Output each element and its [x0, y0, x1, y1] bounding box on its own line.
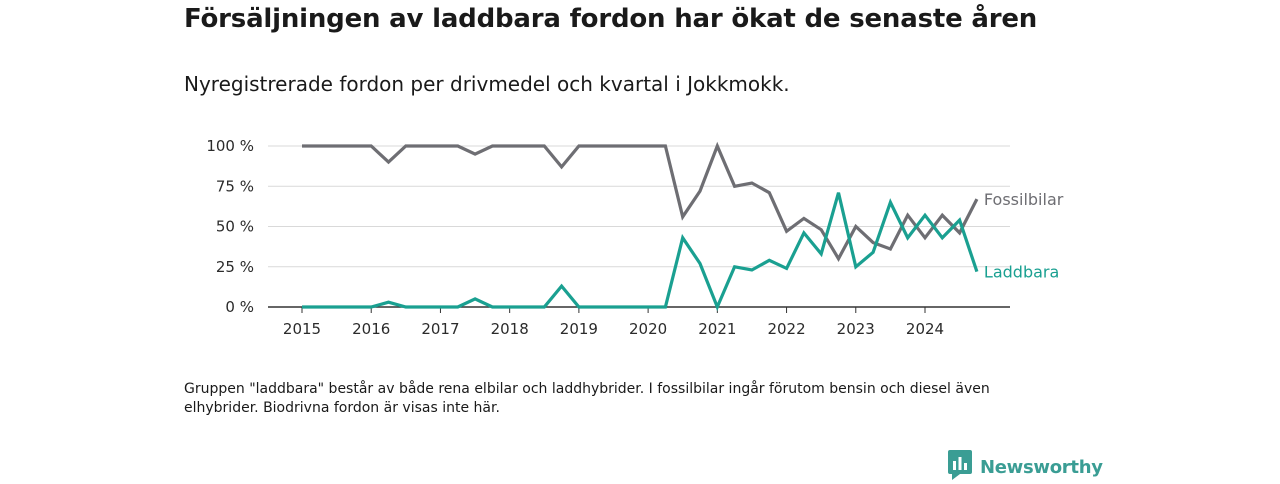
- x-tick-label: 2019: [560, 320, 598, 338]
- y-axis-ticks: 0 % 25 % 50 % 75 % 100 %: [206, 137, 254, 316]
- x-tick-label: 2015: [283, 320, 321, 338]
- y-tick-label: 25 %: [216, 258, 254, 276]
- y-tick-label: 50 %: [216, 218, 254, 236]
- y-tick-label: 75 %: [216, 177, 254, 195]
- grid-lines: [268, 146, 1010, 267]
- newsworthy-logo[interactable]: Newsworthy: [948, 450, 1103, 484]
- x-tick-label: 2018: [491, 320, 529, 338]
- x-tick-label: 2021: [698, 320, 736, 338]
- x-tick-label: 2016: [352, 320, 390, 338]
- newsworthy-icon: [948, 450, 972, 484]
- series-label-fossilbilar: Fossilbilar: [984, 190, 1064, 209]
- series-labels: Fossilbilar Laddbara: [984, 190, 1064, 281]
- x-tick-label: 2022: [767, 320, 805, 338]
- x-tick-label: 2024: [906, 320, 944, 338]
- x-tick-label: 2020: [629, 320, 667, 338]
- series-line-laddbara: [302, 193, 977, 307]
- x-tick-label: 2017: [421, 320, 459, 338]
- y-tick-label: 0 %: [225, 298, 254, 316]
- footnote: Gruppen "laddbara" består av både rena e…: [184, 380, 1064, 418]
- y-tick-label: 100 %: [206, 137, 254, 155]
- x-tick-label: 2023: [837, 320, 875, 338]
- series-label-laddbara: Laddbara: [984, 263, 1059, 282]
- brand-name: Newsworthy: [980, 457, 1103, 478]
- x-axis: 2015 2016 2017 2018 2019 2020 2021 2022 2023 2024: [268, 307, 1010, 338]
